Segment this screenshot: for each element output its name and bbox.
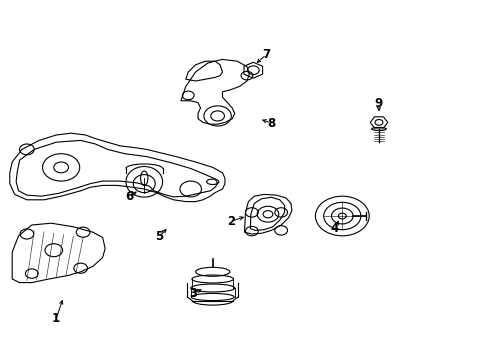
Text: 2: 2 — [226, 215, 234, 228]
Text: 1: 1 — [52, 312, 60, 325]
Text: 5: 5 — [155, 230, 163, 243]
Text: 4: 4 — [330, 222, 338, 235]
Text: 8: 8 — [267, 117, 275, 130]
Text: 3: 3 — [189, 287, 197, 300]
Text: 9: 9 — [374, 97, 382, 110]
Text: 7: 7 — [262, 48, 270, 61]
Text: 6: 6 — [125, 190, 133, 203]
